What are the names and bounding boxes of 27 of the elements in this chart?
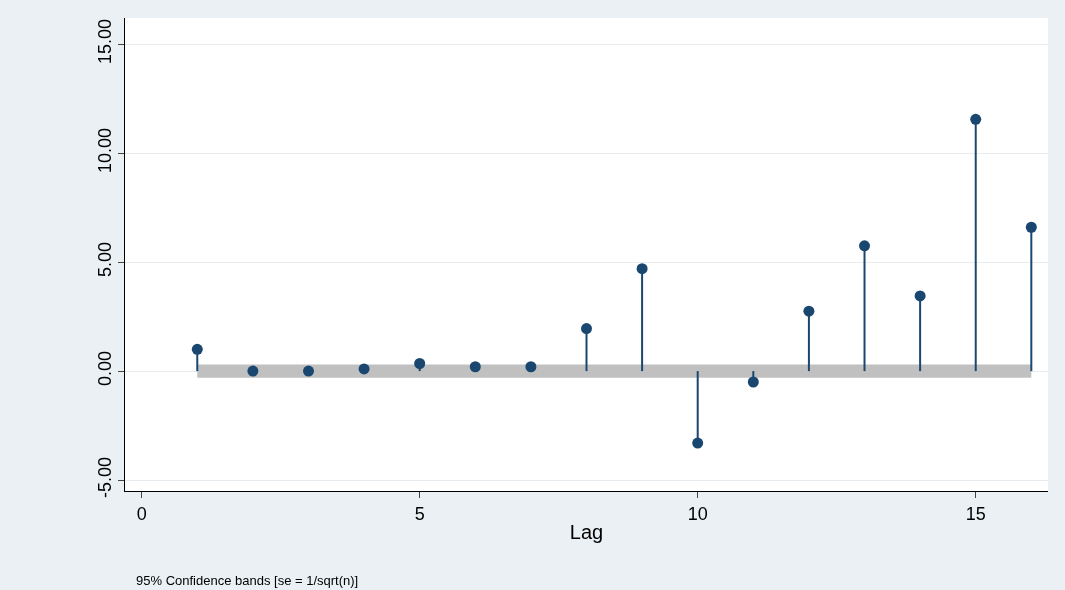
y-tick-label: -5.00 xyxy=(94,456,115,498)
point xyxy=(747,376,759,388)
x-tick-label: 5 xyxy=(414,503,425,524)
y-tick-label: 10.00 xyxy=(94,127,115,173)
point xyxy=(469,361,481,373)
point xyxy=(692,437,704,449)
text: 95% Confidence bands [se = 1/sqrt(n)] xyxy=(136,573,359,588)
point xyxy=(914,290,926,302)
point xyxy=(581,323,592,335)
point xyxy=(247,365,259,377)
point xyxy=(859,240,871,252)
point xyxy=(414,357,426,369)
x-tick-label: 15 xyxy=(965,503,986,524)
x-axis-title: Lag xyxy=(569,521,604,544)
y-tick-label: 0.00 xyxy=(94,350,115,386)
x-tick-label: 10 xyxy=(687,503,708,524)
point xyxy=(636,263,648,275)
point xyxy=(191,343,203,355)
point xyxy=(358,363,370,375)
point xyxy=(525,361,537,373)
point xyxy=(970,113,982,125)
y-tick-label: 5.00 xyxy=(94,241,115,277)
x-tick-label: 0 xyxy=(136,503,147,524)
point xyxy=(1025,221,1037,233)
point xyxy=(302,365,314,377)
point xyxy=(803,305,815,317)
y-tick-label: 15.00 xyxy=(94,18,115,64)
